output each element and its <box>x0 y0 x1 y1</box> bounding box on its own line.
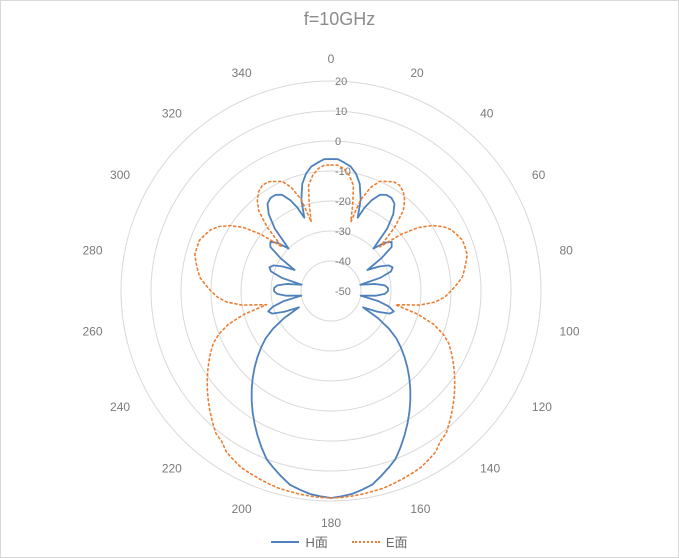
svg-text:0: 0 <box>328 52 335 66</box>
svg-text:180: 180 <box>321 516 341 530</box>
svg-text:20: 20 <box>335 76 347 88</box>
svg-text:60: 60 <box>532 168 546 182</box>
svg-text:-30: -30 <box>335 226 351 238</box>
svg-text:300: 300 <box>110 168 130 182</box>
svg-text:280: 280 <box>82 244 102 258</box>
svg-text:100: 100 <box>559 324 579 338</box>
svg-text:40: 40 <box>480 106 494 120</box>
legend-label-h: H面 <box>305 532 327 551</box>
svg-text:10: 10 <box>335 106 347 118</box>
svg-text:120: 120 <box>532 400 552 414</box>
svg-text:220: 220 <box>162 462 182 476</box>
svg-text:0: 0 <box>335 136 341 148</box>
polar-chart: f=10GHz -50-40-30-20-1001020020406080100… <box>0 0 679 558</box>
legend-swatch-e <box>352 541 380 543</box>
legend-swatch-h <box>271 541 299 543</box>
svg-text:240: 240 <box>110 400 130 414</box>
svg-text:340: 340 <box>232 66 252 80</box>
svg-text:20: 20 <box>410 66 424 80</box>
svg-text:-50: -50 <box>335 286 351 298</box>
legend-item-h: H面 <box>271 532 327 551</box>
svg-text:200: 200 <box>232 502 252 516</box>
svg-text:140: 140 <box>480 462 500 476</box>
legend-label-e: E面 <box>386 532 408 551</box>
svg-text:-20: -20 <box>335 196 351 208</box>
svg-text:160: 160 <box>410 502 430 516</box>
legend: H面 E面 <box>1 532 678 551</box>
svg-text:260: 260 <box>82 324 102 338</box>
svg-text:-40: -40 <box>335 256 351 268</box>
polar-plot-svg: -50-40-30-20-100102002040608010012014016… <box>1 1 679 558</box>
svg-text:320: 320 <box>162 106 182 120</box>
legend-item-e: E面 <box>352 532 408 551</box>
svg-text:80: 80 <box>559 244 573 258</box>
